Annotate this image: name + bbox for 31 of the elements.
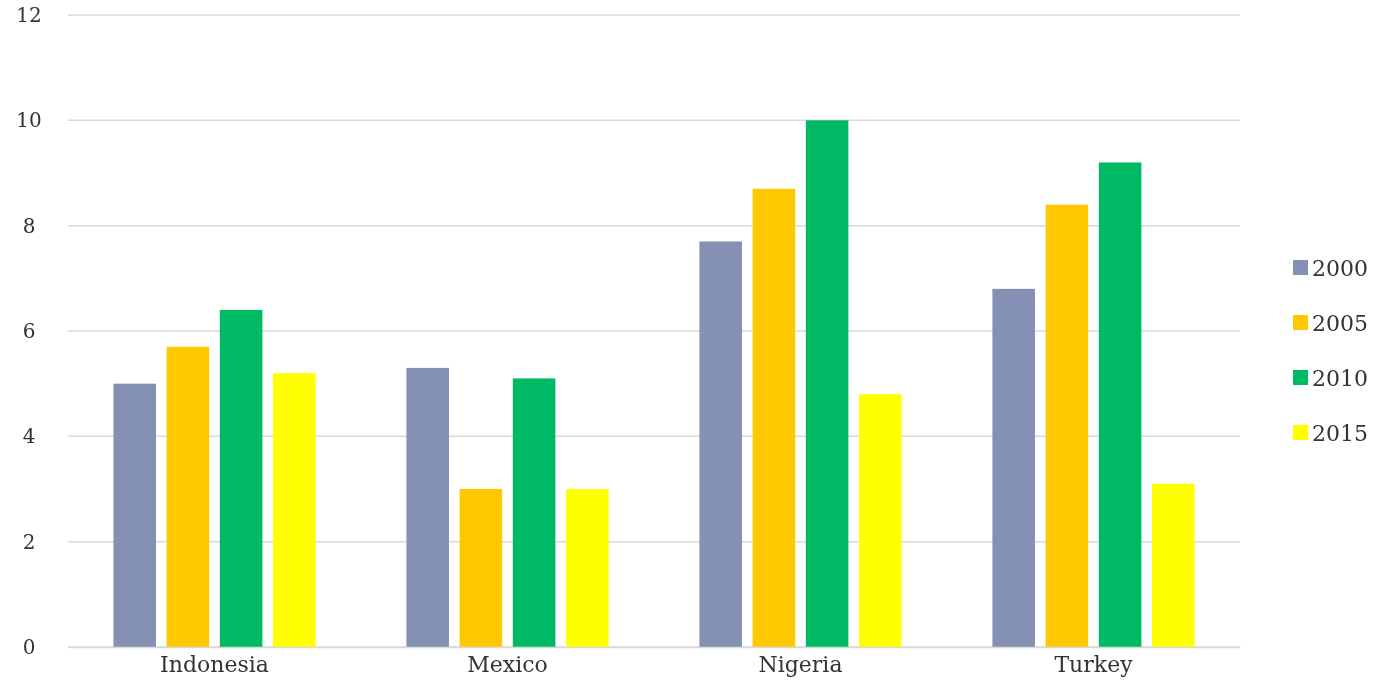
y-tick-label: 2 [22,529,36,554]
legend-label: 2010 [1312,366,1368,391]
bar [1098,162,1142,647]
bar [406,367,449,647]
y-tick-label: 12 [16,2,42,27]
y-tick-label: 10 [16,108,42,133]
y-tick-label: 4 [22,424,36,449]
bar [273,373,316,647]
bar [859,394,902,647]
y-tick-label: 6 [22,318,36,343]
y-tick-label: 8 [22,213,36,238]
y-tick-label: 0 [22,634,36,659]
bar [166,346,210,647]
bar [992,288,1035,647]
bar [699,241,742,647]
x-tick-label: Indonesia [160,652,269,677]
x-tick-label: Turkey [1054,652,1134,677]
bar [566,489,609,647]
bar [512,378,556,647]
bar [459,489,503,647]
bar [1152,483,1195,647]
bar [219,309,263,647]
x-tick-label: Nigeria [758,652,843,677]
bar [113,383,156,647]
bar [1045,204,1089,647]
bar [805,120,849,647]
legend-label: 2005 [1312,311,1368,336]
x-tick-label: Mexico [467,652,548,677]
bar [752,188,796,647]
legend-label: 2000 [1312,256,1368,281]
legend-label: 2015 [1312,421,1368,446]
